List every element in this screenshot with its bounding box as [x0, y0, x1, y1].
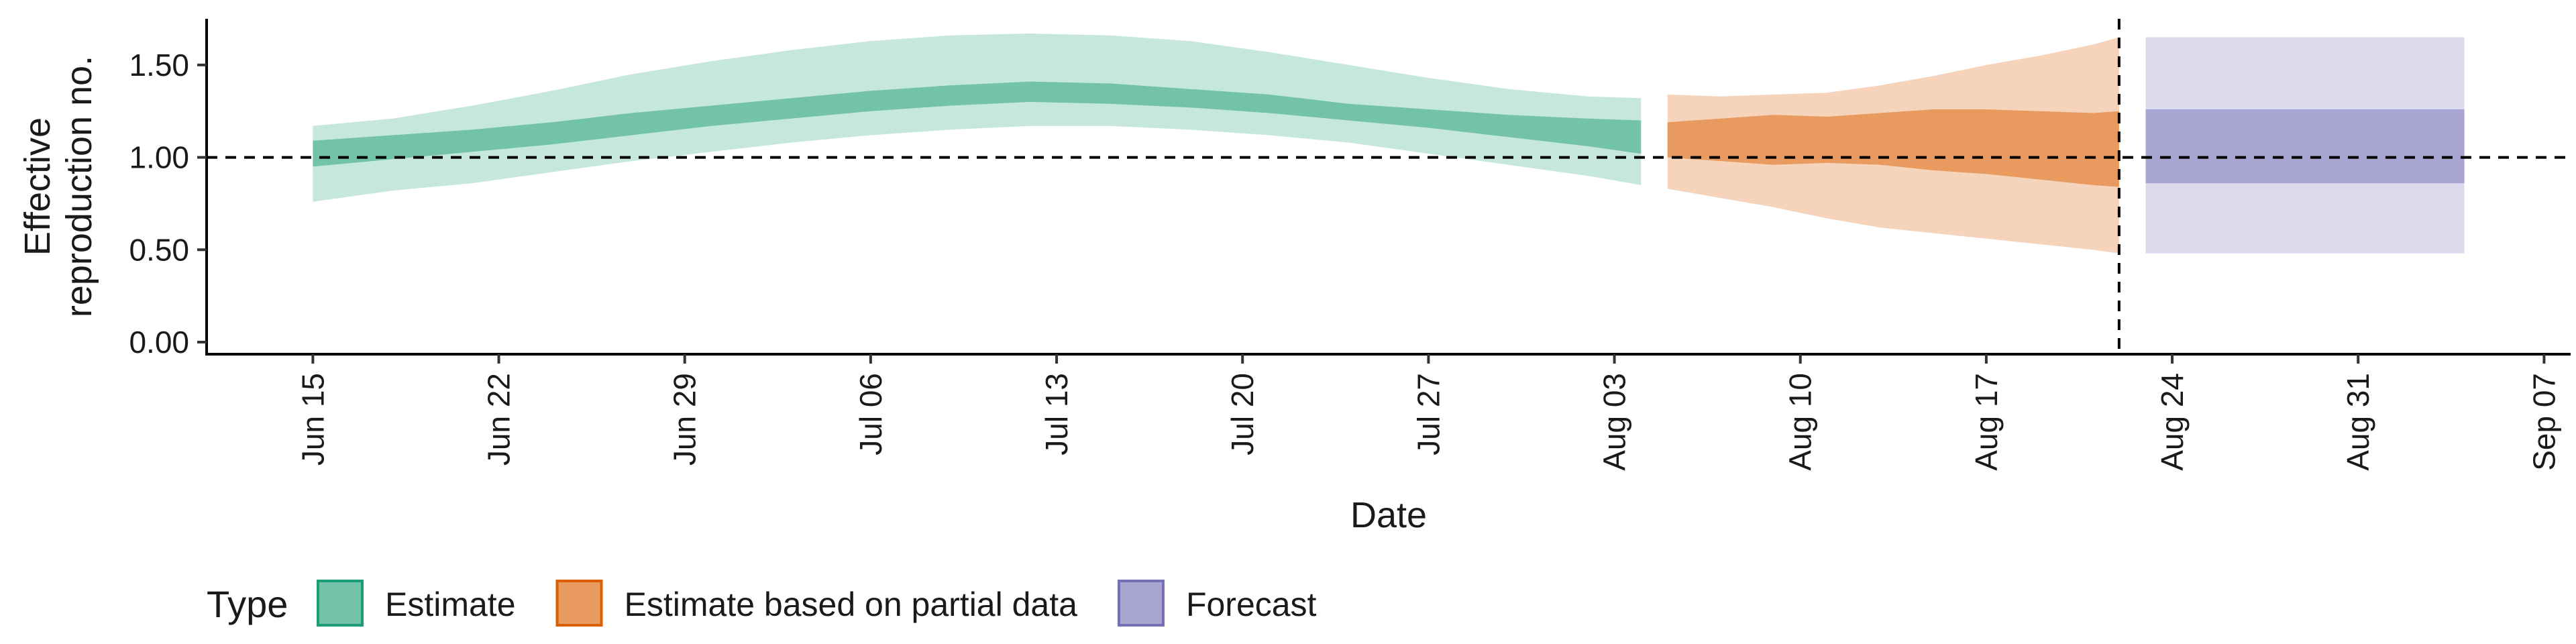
legend-swatch [317, 580, 364, 627]
y-tick-label: 0.00 [129, 325, 189, 360]
legend-label: Estimate [385, 586, 516, 623]
y-tick-label: 1.50 [129, 48, 189, 83]
y-tick-label: 1.00 [129, 140, 189, 175]
legend-swatch [1117, 580, 1165, 627]
x-tick-label: Aug 17 [1969, 373, 2004, 471]
x-tick-label: Aug 24 [2155, 373, 2190, 471]
band-inner-2 [2145, 109, 2465, 184]
band-outer-0 [313, 34, 1642, 202]
axes-layer: 0.00 0.50 1.00 1.50 Jun 15 Jun 22 Jun 29 Jul 06… [17, 19, 2571, 535]
x-tick-label: Aug 10 [1783, 373, 1818, 471]
x-tick-label: Jul 06 [853, 373, 888, 455]
bands-layer [313, 34, 2465, 254]
band-inner-1 [1667, 109, 2119, 187]
x-tick-label: Jul 20 [1225, 373, 1260, 455]
y-tick-label: 0.50 [129, 232, 189, 267]
legend-label: Forecast [1186, 586, 1317, 623]
legend-swatch [555, 580, 603, 627]
y-axis-title-line: Effective [17, 117, 58, 256]
x-tick-label: Aug 03 [1597, 373, 1632, 471]
legend-title: Type [207, 583, 288, 625]
legend-label: Estimate based on partial data [625, 586, 1078, 623]
legend: Type Estimate Estimate based on partial da… [207, 580, 1317, 627]
x-tick-label: Aug 31 [2341, 373, 2375, 471]
x-tick-label: Jun 29 [667, 373, 702, 466]
x-tick-label: Jun 15 [295, 373, 330, 466]
band-inner-0 [313, 81, 1642, 167]
y-axis-title-line: reproduction no. [59, 56, 99, 317]
x-tick-label: Sep 07 [2526, 373, 2561, 471]
x-tick-label: Jul 27 [1411, 373, 1446, 455]
y-axis-title: Effectivereproduction no. [17, 56, 99, 317]
x-tick-label: Jun 22 [482, 373, 517, 466]
x-axis-title: Date [1350, 495, 1427, 535]
x-tick-label: Jul 13 [1039, 373, 1074, 455]
